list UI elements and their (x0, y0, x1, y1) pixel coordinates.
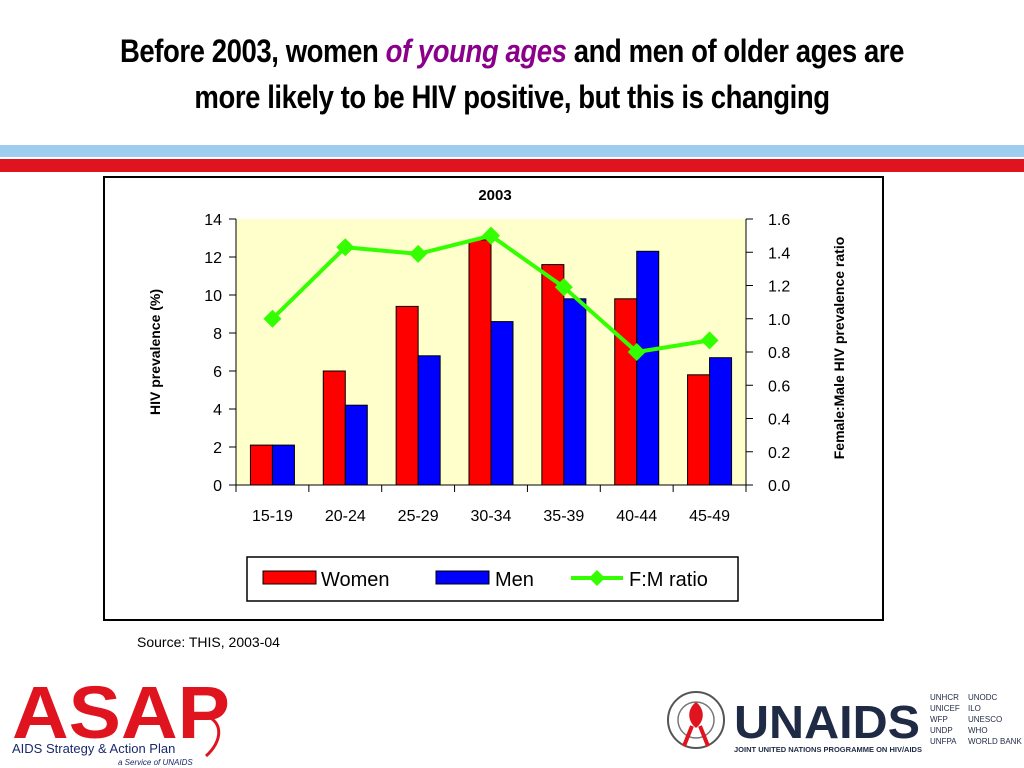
x-tick-label: 40-44 (616, 508, 657, 525)
x-tick-label: 20-24 (325, 508, 366, 525)
asap-ribbon-icon (204, 714, 221, 758)
ratio-marker (263, 309, 282, 328)
header-rule-red (0, 159, 1024, 172)
y2-tick-label: 0.2 (768, 445, 790, 462)
un-emblem-icon (667, 691, 725, 749)
y2-tick-label: 1.2 (768, 279, 790, 296)
bar-men (271, 444, 295, 486)
x-tick-label: 15-19 (252, 508, 293, 525)
y2-tick-label: 1.6 (768, 212, 790, 229)
x-tick-label: 35-39 (543, 508, 584, 525)
source-note: Source: THIS, 2003-04 (137, 634, 280, 650)
cosponsor-name: UNDP (930, 726, 953, 735)
bar-men (417, 355, 441, 486)
legend-ratio-label: F:M ratio (629, 569, 708, 591)
bar-men (709, 357, 733, 486)
y-tick-label: 6 (213, 364, 222, 381)
unaids-wordmark: UNAIDS (734, 696, 920, 748)
legend-frame (246, 556, 739, 602)
ratio-marker (700, 331, 719, 350)
asap-service-line: a Service of UNAIDS (118, 758, 193, 766)
ratio-marker (554, 278, 573, 297)
y-axis-label: HIV prevalence (%) (147, 289, 163, 415)
cosponsor-name: UNFPA (930, 737, 957, 746)
ratio-marker (336, 238, 355, 257)
y-tick-label: 2 (213, 440, 222, 457)
bar-women (395, 305, 419, 486)
title-text-2: and men of older ages are (566, 33, 905, 69)
bar-women (249, 444, 273, 486)
bar-women (322, 370, 346, 486)
cosponsor-name: WFP (930, 715, 948, 724)
cosponsor-name: WORLD BANK (968, 737, 1022, 746)
y2-tick-label: 0.4 (768, 412, 790, 429)
legend-ratio-marker (589, 570, 605, 586)
slide-title-line2: more likely to be HIV positive, but this… (194, 79, 830, 115)
y2-tick-label: 0.0 (768, 478, 790, 495)
bar-women (541, 264, 565, 486)
slide-title-line1: Before 2003, women of young ages and men… (72, 28, 953, 74)
y-tick-label: 0 (213, 478, 222, 495)
y-tick-label: 12 (204, 250, 222, 267)
ratio-marker (482, 226, 500, 245)
chart-frame: 2003 15-19 20-24 25-29 30-34 35-39 40-44 45-49… (103, 176, 884, 621)
legend-women-label: Women (321, 569, 390, 591)
cosponsor-name: UNODC (968, 693, 998, 702)
unaids-tagline: JOINT UNITED NATIONS PROGRAMME ON HIV/AI… (734, 747, 922, 754)
x-tick-label: 45-49 (689, 508, 730, 525)
y-tick-label: 4 (213, 402, 222, 419)
bar-men (490, 321, 514, 486)
asap-logo: ASAP AIDS Strategy & Action Plan a Servi… (12, 676, 230, 766)
bar-women (614, 298, 638, 486)
legend-men-swatch (435, 570, 490, 585)
bar-men (563, 298, 587, 486)
bar-women (687, 374, 711, 486)
y2-axis-label: Female:Male HIV prevalence ratio (831, 237, 847, 460)
y2-tick-label: 1.4 (768, 245, 790, 262)
y-tick-label: 14 (204, 212, 222, 229)
title-emphasis: of young ages (385, 33, 567, 69)
bar-women (468, 239, 492, 486)
asap-tagline: AIDS Strategy & Action Plan (12, 741, 175, 756)
cosponsor-list-left: UNHCR UNICEF WFP UNDP UNFPA (930, 693, 960, 746)
y2-tick-label: 1.0 (768, 312, 790, 329)
legend: Women Men F:M ratio (246, 556, 739, 602)
chart-title: 2003 (478, 187, 511, 204)
cosponsor-name: UNHCR (930, 693, 959, 702)
cosponsor-name: UNICEF (930, 704, 960, 713)
y2-tick-label: 0.6 (768, 378, 790, 395)
cosponsor-name: ILO (968, 704, 981, 713)
bar-men (636, 250, 660, 486)
cosponsor-name: WHO (968, 726, 988, 735)
legend-men-label: Men (495, 569, 534, 591)
x-tick-label: 30-34 (471, 508, 512, 525)
slide-title: Before 2003, women of young ages and men… (72, 28, 953, 120)
y2-tick-label: 0.8 (768, 345, 790, 362)
header-rule-blue (0, 145, 1024, 157)
bar-men (344, 404, 368, 486)
asap-wordmark: ASAP (12, 676, 230, 754)
chart-svg: 2003 15-19 20-24 25-29 30-34 35-39 40-44 45-49… (147, 187, 847, 602)
ratio-marker (627, 343, 646, 361)
ratio-marker (409, 244, 428, 263)
cosponsor-list-right: UNODC ILO UNESCO WHO WORLD BANK (968, 693, 1022, 746)
unaids-logo: UNAIDS JOINT UNITED NATIONS PROGRAMME ON… (667, 691, 1022, 754)
y-tick-label: 10 (204, 288, 222, 305)
y-tick-label: 8 (213, 326, 222, 343)
x-tick-label: 25-29 (398, 508, 439, 525)
legend-women-swatch (262, 570, 317, 585)
cosponsor-name: UNESCO (968, 715, 1002, 724)
title-text-1: Before 2003, women (119, 33, 386, 69)
